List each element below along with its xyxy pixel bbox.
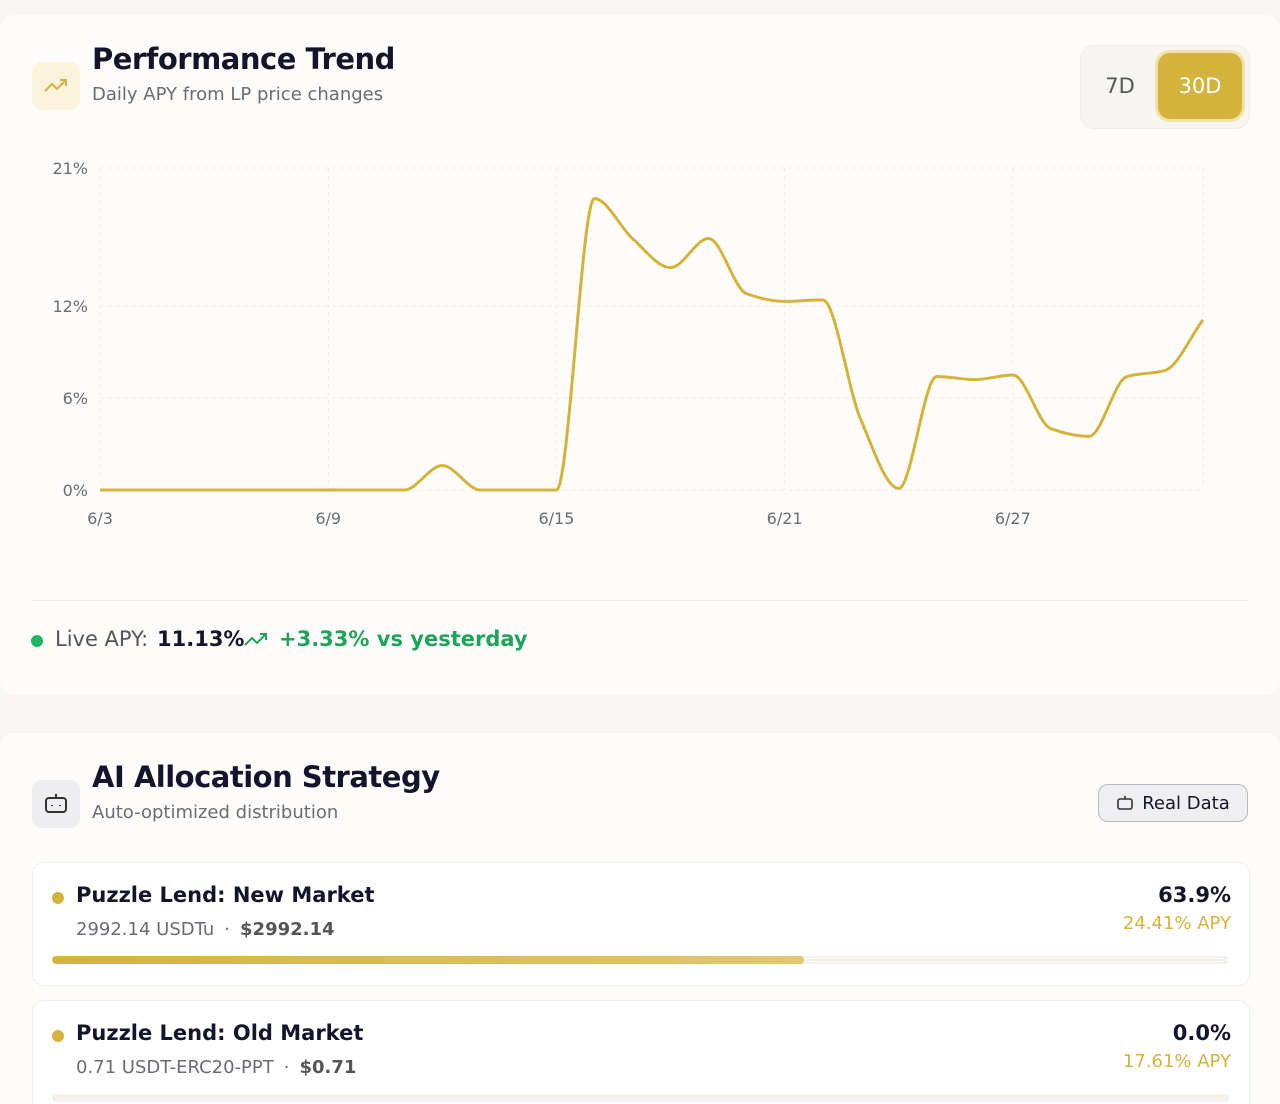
item-apy: 17.61% APY xyxy=(1122,1051,1231,1072)
real-data-badge[interactable]: Real Data xyxy=(1098,784,1248,822)
allocation-item: Puzzle Lend: Old Market 0.71 USDT-ERC20-… xyxy=(32,1000,1250,1104)
item-dot xyxy=(52,1030,64,1042)
y-tick-label: 12% xyxy=(52,297,88,316)
trend-card: Performance Trend Daily APY from LP pric… xyxy=(0,15,1280,695)
item-amount: 0.71 USDT-ERC20-PPT xyxy=(76,1057,274,1078)
allocation-item: Puzzle Lend: New Market 2992.14 USDTu · $2… xyxy=(32,862,1250,986)
y-tick-label: 21% xyxy=(52,159,88,178)
range-button[interactable]: 7D xyxy=(1105,74,1135,98)
item-name: Puzzle Lend: Old Market xyxy=(76,1021,364,1045)
trend-icon xyxy=(32,62,80,110)
live-value: 11.13% xyxy=(157,627,245,651)
allocation-title: AI Allocation Strategy xyxy=(92,760,440,794)
live-dot xyxy=(31,635,43,647)
trend-title: Performance Trend xyxy=(92,42,395,76)
x-tick-label: 6/21 xyxy=(767,509,803,528)
share-bar xyxy=(52,956,805,964)
item-share: 0.0% xyxy=(1172,1021,1231,1045)
item-amount: 2992.14 USDTu xyxy=(76,919,215,940)
live-label: Live APY: xyxy=(55,627,149,651)
robot-icon xyxy=(32,780,80,828)
item-details: 2992.14 USDTu · $2992.14 xyxy=(76,919,335,940)
trend-subtitle: Daily APY from LP price changes xyxy=(92,84,384,105)
chart: 0% 6% 12% 21% 6/3 6/9 6/15 6/21 6/27 xyxy=(52,159,1205,528)
allocation-subtitle: Auto-optimized distribution xyxy=(92,802,339,823)
item-dot xyxy=(52,892,64,904)
badge-text: Real Data xyxy=(1142,792,1230,814)
item-usd: $0.71 xyxy=(299,1057,357,1078)
item-details: 0.71 USDT-ERC20-PPT · $0.71 xyxy=(76,1057,356,1078)
change: +3.33% vs yesterday xyxy=(279,627,528,651)
separator: · xyxy=(283,1057,290,1078)
x-tick-label: 6/9 xyxy=(315,509,341,528)
divider xyxy=(32,600,1248,601)
apy-line xyxy=(100,197,1205,492)
change-icon xyxy=(244,633,267,646)
item-usd: $2992.14 xyxy=(240,919,335,940)
share-track xyxy=(52,956,1229,964)
x-tick-label: 6/3 xyxy=(87,509,113,528)
item-name: Puzzle Lend: New Market xyxy=(76,883,375,907)
item-apy: 24.41% APY xyxy=(1122,913,1231,934)
x-tick-label: 6/15 xyxy=(538,509,574,528)
range-button[interactable]: 30D xyxy=(1158,53,1242,119)
x-tick-label: 6/27 xyxy=(995,509,1031,528)
y-tick-label: 0% xyxy=(63,481,88,500)
item-share: 63.9% xyxy=(1158,883,1231,907)
separator: · xyxy=(224,919,231,940)
share-track xyxy=(52,1094,1229,1102)
y-tick-label: 6% xyxy=(63,389,88,408)
allocation-card: AI Allocation Strategy Auto-optimized di… xyxy=(0,733,1280,1104)
